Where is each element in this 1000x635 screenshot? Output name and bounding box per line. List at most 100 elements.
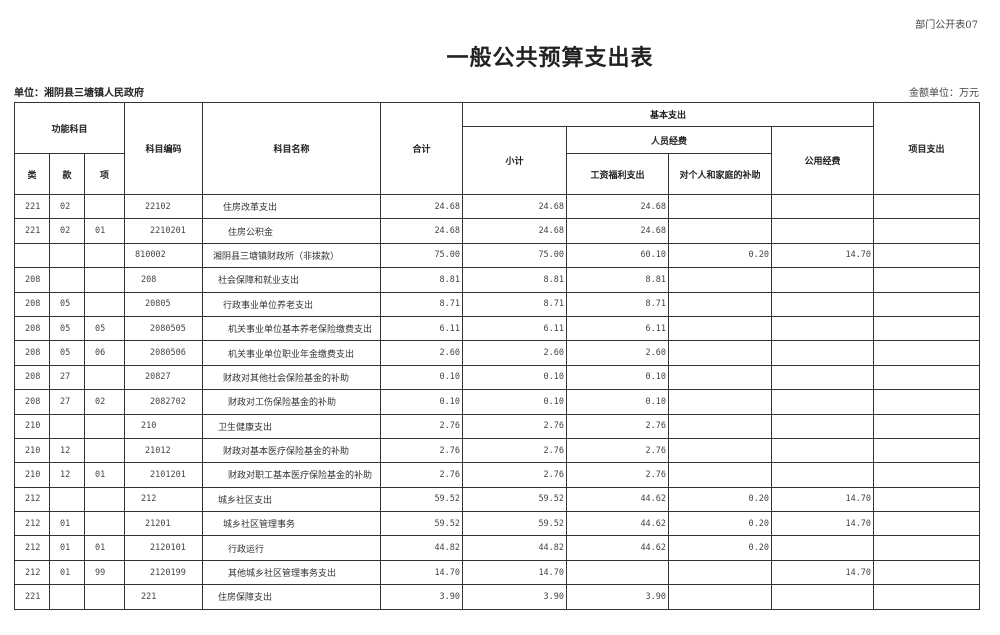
cell-family <box>668 291 773 317</box>
table-row: 210 12 01 2101201 财政对职工基本医疗保险基金的补助 2.76 2.76 2.… <box>14 462 981 488</box>
cell-code: 2080506 <box>124 340 204 366</box>
cell-code: 221 <box>124 584 204 610</box>
cell-name: 财政对其他社会保险基金的补助 <box>202 364 382 391</box>
cell-project <box>873 511 981 537</box>
cell-lei: 210 <box>14 413 50 439</box>
cell-xiang <box>83 511 126 537</box>
table-row: 212 01 01 2120101 行政运行 44.82 44.82 44.62 0.20 <box>14 535 981 561</box>
cell-public: 14.70 <box>771 511 875 537</box>
table-row: 208 05 20805 行政事业单位养老支出 8.71 8.71 8.71 <box>14 291 981 317</box>
cell-family <box>668 389 773 415</box>
cell-name: 城乡社区支出 <box>202 486 382 513</box>
cell-total: 8.81 <box>380 267 464 293</box>
cell-subtotal: 24.68 <box>462 218 568 244</box>
header-subject-code: 科目编码 <box>124 102 204 195</box>
header-subtotal: 小计 <box>462 126 568 195</box>
cell-name: 行政运行 <box>202 535 382 561</box>
cell-family <box>668 364 773 391</box>
cell-name: 城乡社区管理事务 <box>202 511 382 537</box>
header-total: 合计 <box>380 102 464 195</box>
cell-total: 24.68 <box>380 218 464 244</box>
cell-kuan: 12 <box>49 462 85 488</box>
cell-total: 44.82 <box>380 535 464 561</box>
cell-total: 0.10 <box>380 364 464 391</box>
cell-total: 24.68 <box>380 193 464 220</box>
cell-total: 2.76 <box>380 413 464 439</box>
cell-name: 住房保障支出 <box>202 584 382 610</box>
cell-xiang <box>83 437 126 464</box>
cell-public <box>771 389 875 415</box>
cell-total: 2.76 <box>380 462 464 488</box>
header-salary-welfare: 工资福利支出 <box>566 153 670 195</box>
cell-project <box>873 218 981 244</box>
cell-public <box>771 291 875 317</box>
cell-kuan <box>49 267 85 293</box>
cell-code: 20827 <box>124 364 204 391</box>
table-row: 208 27 02 2082702 财政对工伤保险基金的补助 0.10 0.10 0.10 <box>14 389 981 415</box>
cell-family <box>668 413 773 439</box>
cell-salary: 2.76 <box>566 413 670 439</box>
cell-xiang <box>83 267 126 293</box>
cell-family <box>668 267 773 293</box>
cell-name: 财政对职工基本医疗保险基金的补助 <box>202 462 382 488</box>
cell-family <box>668 559 773 586</box>
cell-project <box>873 364 981 391</box>
cell-kuan <box>49 413 85 439</box>
cell-code: 212 <box>124 486 204 513</box>
cell-name: 卫生健康支出 <box>202 413 382 439</box>
cell-family <box>668 193 773 220</box>
cell-name: 社会保障和就业支出 <box>202 267 382 293</box>
cell-subtotal: 2.76 <box>462 437 568 464</box>
cell-public <box>771 315 875 342</box>
cell-family: 0.20 <box>668 535 773 561</box>
cell-xiang: 01 <box>83 535 126 561</box>
cell-kuan <box>49 584 85 610</box>
cell-salary: 44.62 <box>566 511 670 537</box>
cell-public <box>771 340 875 366</box>
cell-project <box>873 340 981 366</box>
cell-kuan: 12 <box>49 437 85 464</box>
cell-xiang: 99 <box>83 559 126 586</box>
cell-code: 2120101 <box>124 535 204 561</box>
cell-code: 2082702 <box>124 389 204 415</box>
cell-family: 0.20 <box>668 486 773 513</box>
cell-xiang: 01 <box>83 462 126 488</box>
cell-total: 3.90 <box>380 584 464 610</box>
cell-subtotal: 24.68 <box>462 193 568 220</box>
header-public-funds: 公用经费 <box>771 126 875 195</box>
cell-lei: 208 <box>14 291 50 317</box>
cell-subtotal: 0.10 <box>462 364 568 391</box>
cell-subtotal: 3.90 <box>462 584 568 610</box>
cell-lei: 208 <box>14 340 50 366</box>
cell-lei: 208 <box>14 267 50 293</box>
cell-kuan: 02 <box>49 218 85 244</box>
cell-total: 2.60 <box>380 340 464 366</box>
cell-lei <box>14 242 50 269</box>
cell-public <box>771 218 875 244</box>
cell-lei: 208 <box>14 389 50 415</box>
cell-project <box>873 486 981 513</box>
cell-total: 75.00 <box>380 242 464 269</box>
cell-name: 财政对基本医疗保险基金的补助 <box>202 437 382 464</box>
cell-name: 其他城乡社区管理事务支出 <box>202 559 382 586</box>
table-row: 208 05 06 2080506 机关事业单位职业年金缴费支出 2.60 2.60 2.60 <box>14 340 981 366</box>
header-functional-subject: 功能科目 <box>13 102 126 154</box>
cell-family: 0.20 <box>668 242 773 269</box>
cell-salary: 6.11 <box>566 315 670 342</box>
cell-code: 2210201 <box>124 218 204 244</box>
cell-name: 住房公积金 <box>202 218 382 244</box>
cell-code: 22102 <box>124 193 204 220</box>
cell-lei: 208 <box>14 364 50 391</box>
cell-salary: 44.62 <box>566 486 670 513</box>
cell-kuan: 01 <box>49 559 85 586</box>
cell-code: 210 <box>124 413 204 439</box>
cell-xiang <box>83 486 126 513</box>
table-row: 208 27 20827 财政对其他社会保险基金的补助 0.10 0.10 0.10 <box>14 364 981 391</box>
cell-project <box>873 193 981 220</box>
cell-kuan: 05 <box>49 291 85 317</box>
cell-name: 行政事业单位养老支出 <box>202 291 382 317</box>
cell-salary: 0.10 <box>566 389 670 415</box>
cell-lei: 212 <box>14 535 50 561</box>
cell-xiang: 05 <box>83 315 126 342</box>
cell-xiang <box>83 364 126 391</box>
